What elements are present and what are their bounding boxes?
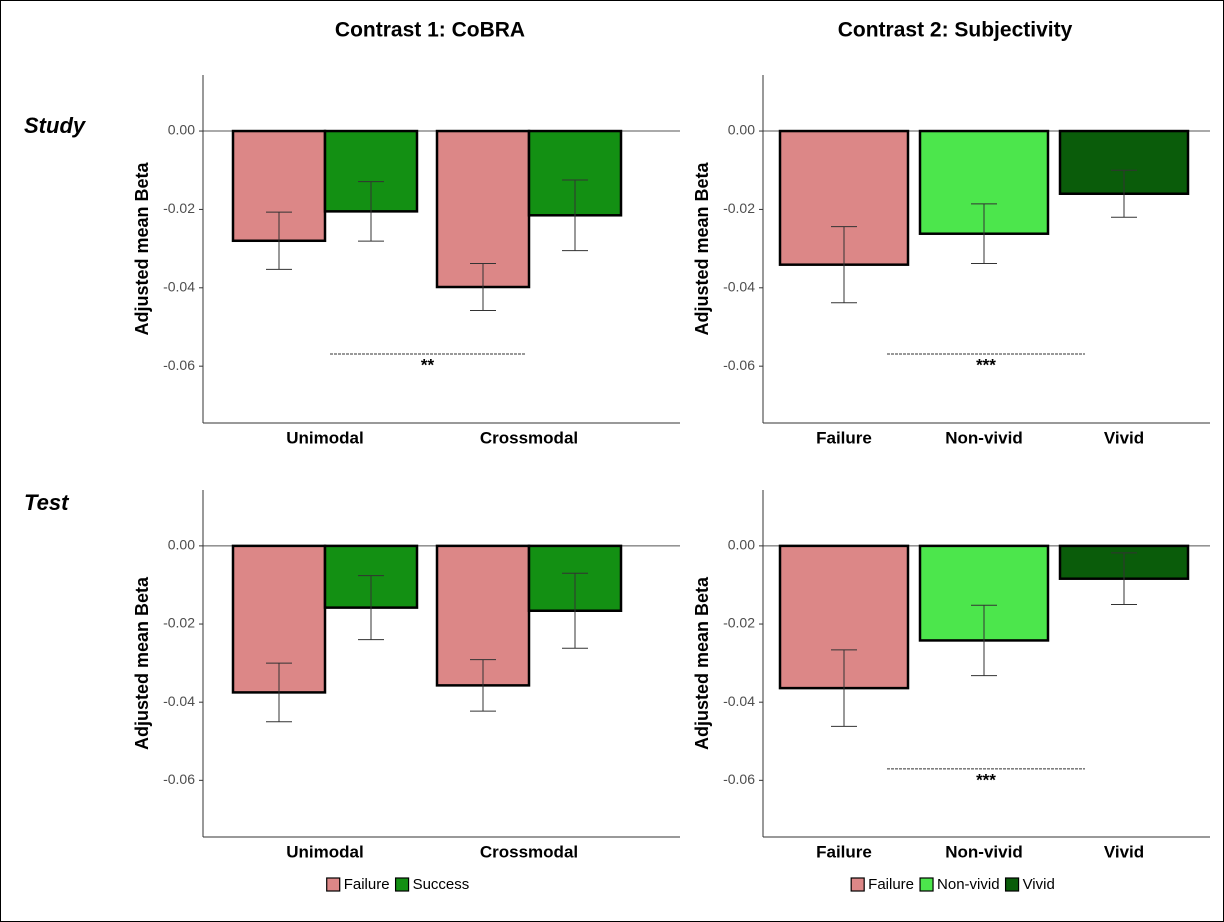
x-tick-label: Failure [816,842,872,861]
significance-label: *** [976,356,996,375]
y-tick-label: 0.00 [168,537,195,553]
legend-swatch [394,877,410,892]
legend-swatch [850,877,865,892]
x-tick-label: Crossmodal [480,428,578,447]
legend-swatch [919,877,934,892]
row-label: Test [24,490,70,515]
y-tick-label: -0.02 [723,615,755,631]
x-tick-label: Crossmodal [480,842,578,861]
y-tick-label: -0.02 [163,200,195,216]
x-tick-label: Unimodal [286,428,363,447]
y-tick-label: -0.02 [723,200,755,216]
legend-label: Failure [868,876,914,893]
significance-label: ** [421,356,435,375]
legend-label: Non-vivid [937,876,1000,893]
legend-swatch [1004,877,1020,892]
y-axis-label: Adjusted mean Beta [132,576,152,750]
x-tick-label: Failure [816,428,872,447]
y-tick-label: -0.02 [163,615,195,631]
x-tick-label: Vivid [1104,842,1144,861]
y-tick-label: 0.00 [728,122,755,138]
y-tick-label: -0.04 [723,693,755,709]
column-title: Contrast 2: Subjectivity [838,19,1073,42]
y-axis-label: Adjusted mean Beta [692,576,712,750]
x-tick-label: Unimodal [286,842,363,861]
column-title: Contrast 1: CoBRA [335,19,525,42]
y-tick-label: -0.04 [723,279,755,295]
legend-label: Success [413,876,470,893]
legend-label: Vivid [1023,876,1055,893]
y-tick-label: -0.06 [723,771,755,787]
y-axis-label: Adjusted mean Beta [132,161,152,335]
y-tick-label: 0.00 [168,122,195,138]
legend-swatch [326,877,341,892]
x-tick-label: Non-vivid [945,428,1022,447]
y-tick-label: -0.06 [163,357,195,373]
y-tick-label: -0.06 [163,771,195,787]
y-axis-label: Adjusted mean Beta [692,161,712,335]
row-label: Study [24,113,87,138]
y-tick-label: -0.04 [163,693,195,709]
x-tick-label: Non-vivid [945,842,1022,861]
y-tick-label: -0.06 [723,357,755,373]
y-tick-label: 0.00 [728,537,755,553]
significance-label: *** [976,770,996,789]
x-tick-label: Vivid [1104,428,1144,447]
legend-label: Failure [344,876,390,893]
y-tick-label: -0.04 [163,279,195,295]
